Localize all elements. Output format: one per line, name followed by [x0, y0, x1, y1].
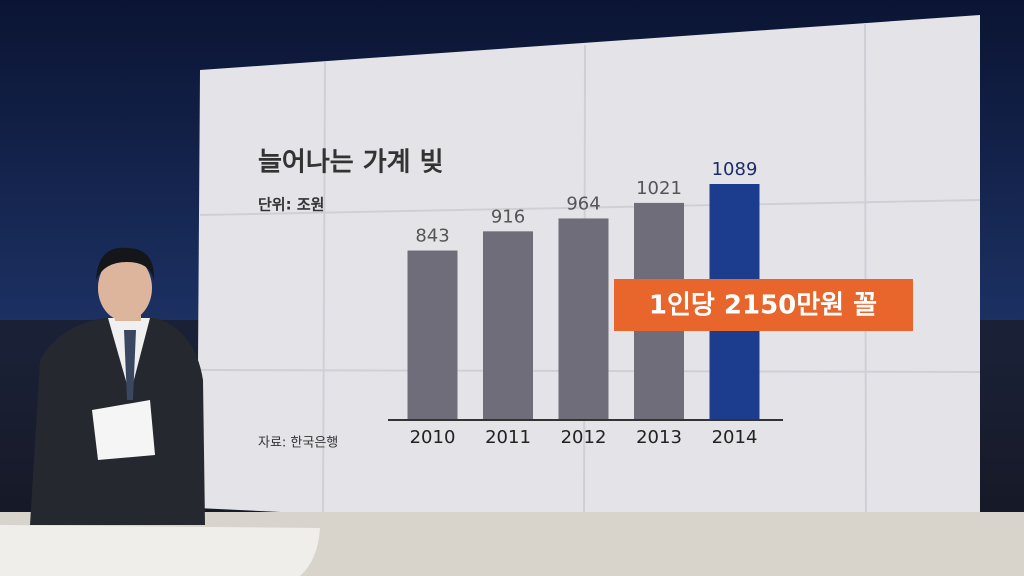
chart-title: 늘어나는 가계 빚 — [258, 148, 444, 178]
x-tick-label: 2013 — [636, 427, 682, 448]
annotation: 1인당 2150만원 꼴 — [649, 291, 877, 321]
source-label: 자료: 한국은행 — [258, 435, 338, 451]
value-label: 1089 — [712, 159, 758, 180]
bar — [558, 218, 609, 419]
annotation-box — [614, 279, 913, 331]
value-label: 964 — [566, 193, 600, 214]
bar — [407, 250, 458, 419]
unit-label: 단위: 조원 — [258, 196, 324, 214]
x-tick-label: 2010 — [410, 427, 456, 448]
bar — [483, 231, 533, 419]
value-label: 843 — [415, 226, 449, 247]
x-tick-label: 2014 — [712, 427, 758, 448]
value-label: 916 — [491, 206, 525, 227]
anchor — [0, 247, 320, 576]
x-tick-label: 2012 — [561, 427, 607, 448]
x-tick-label: 2011 — [485, 427, 531, 448]
value-label: 1021 — [636, 178, 682, 199]
